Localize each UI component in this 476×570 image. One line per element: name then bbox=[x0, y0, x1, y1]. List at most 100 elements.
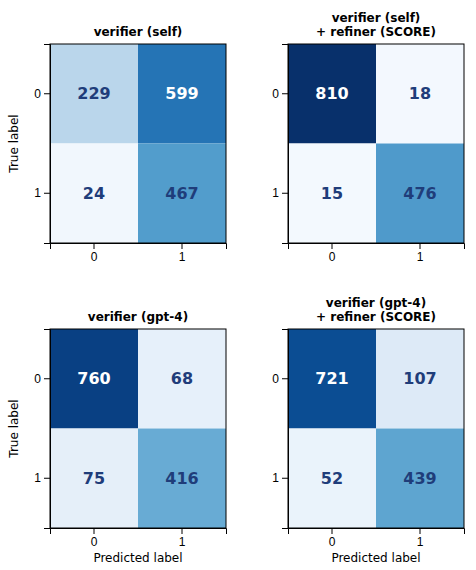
data-label: 467 bbox=[165, 184, 198, 203]
data-label: 599 bbox=[165, 84, 198, 103]
title: verifier (gpt-4) bbox=[88, 310, 188, 324]
tick: 1 bbox=[272, 471, 288, 485]
tick-mark bbox=[282, 193, 288, 194]
cell bbox=[288, 329, 376, 429]
data-labels: 810 18 15 476 bbox=[315, 84, 436, 203]
data-label: 810 bbox=[315, 84, 348, 103]
tick: 0 bbox=[91, 528, 98, 549]
data-labels: 721 107 52 439 bbox=[315, 369, 436, 488]
figure: 229599244670101verifier (self)True label… bbox=[0, 0, 476, 570]
tick-mark bbox=[94, 528, 95, 534]
cell bbox=[50, 429, 138, 529]
tick-mark bbox=[44, 93, 50, 94]
tick-mark bbox=[282, 478, 288, 479]
tick: 0 bbox=[34, 372, 50, 386]
cell bbox=[376, 329, 464, 429]
data-labels: 22959924467 bbox=[77, 84, 198, 203]
tick-label: 1 bbox=[417, 250, 424, 264]
cell bbox=[138, 329, 226, 429]
tick-label: 0 bbox=[329, 535, 336, 549]
title: verifier (self) bbox=[94, 25, 183, 39]
tick-label: 0 bbox=[329, 250, 336, 264]
cells bbox=[288, 329, 464, 528]
plot-frame bbox=[288, 44, 464, 243]
data-label: 229 bbox=[77, 84, 110, 103]
cell bbox=[50, 329, 138, 429]
tick: 0 bbox=[329, 528, 336, 549]
tick-mark bbox=[420, 528, 421, 534]
data-label: 75 bbox=[83, 469, 105, 488]
cell bbox=[376, 144, 464, 244]
tick-label: 0 bbox=[34, 87, 41, 101]
tick-label: 0 bbox=[272, 372, 279, 386]
cell bbox=[288, 44, 376, 144]
x-axis: 01 bbox=[51, 528, 227, 549]
data-label: 18 bbox=[409, 84, 431, 103]
tick-label: 1 bbox=[272, 471, 279, 485]
tick-mark bbox=[332, 528, 333, 534]
tick: 1 bbox=[272, 186, 288, 200]
tick-label: 0 bbox=[91, 535, 98, 549]
data-label: 107 bbox=[403, 369, 436, 388]
title: verifier (gpt-4)+ refiner (SCORE) bbox=[316, 296, 436, 324]
y-axis: 01 bbox=[34, 330, 50, 529]
data-label: 68 bbox=[171, 369, 193, 388]
tick-label: 1 bbox=[272, 186, 279, 200]
tick: 0 bbox=[272, 372, 288, 386]
data-label: 15 bbox=[321, 184, 343, 203]
tick: 0 bbox=[272, 87, 288, 101]
tick-mark bbox=[44, 193, 50, 194]
x-axis: 01 bbox=[51, 243, 227, 264]
y-axis: 01 bbox=[272, 330, 288, 529]
tick-label: 0 bbox=[272, 87, 279, 101]
y-axis: 01 bbox=[272, 45, 288, 244]
plot-frame bbox=[288, 329, 464, 528]
data-label: 721 bbox=[315, 369, 348, 388]
x-axis-title: Predicted label bbox=[93, 551, 182, 565]
axis-line bbox=[51, 529, 227, 535]
data-label: 760 bbox=[77, 369, 110, 388]
tick: 1 bbox=[34, 186, 50, 200]
y-axis: 01 bbox=[34, 45, 50, 244]
y-axis-title: True label bbox=[7, 399, 21, 458]
tick-label: 1 bbox=[179, 535, 186, 549]
tick-mark bbox=[94, 243, 95, 249]
tick: 0 bbox=[34, 87, 50, 101]
tick-label: 1 bbox=[34, 471, 41, 485]
panel: 81018154760101verifier (self)+ refiner (… bbox=[272, 11, 464, 264]
cells bbox=[288, 44, 464, 243]
data-label: 439 bbox=[403, 469, 436, 488]
tick-mark bbox=[44, 378, 50, 379]
panel: 721107524390101verifier (gpt-4)+ refiner… bbox=[272, 296, 464, 565]
tick-label: 0 bbox=[91, 250, 98, 264]
cell bbox=[288, 144, 376, 244]
panel: 229599244670101verifier (self)True label bbox=[7, 25, 227, 264]
cell bbox=[50, 44, 138, 144]
tick: 1 bbox=[417, 528, 424, 549]
plot-frame bbox=[50, 329, 226, 528]
tick-label: 1 bbox=[34, 186, 41, 200]
tick-mark bbox=[282, 378, 288, 379]
data-label: 52 bbox=[321, 469, 343, 488]
tick-mark bbox=[182, 528, 183, 534]
data-label: 476 bbox=[403, 184, 436, 203]
tick: 0 bbox=[329, 243, 336, 264]
cell bbox=[138, 429, 226, 529]
plot-frame bbox=[50, 44, 226, 243]
y-axis-title: True label bbox=[7, 114, 21, 173]
tick: 1 bbox=[417, 243, 424, 264]
tick: 0 bbox=[91, 243, 98, 264]
cell bbox=[50, 144, 138, 244]
tick-label: 1 bbox=[179, 250, 186, 264]
cells bbox=[50, 329, 226, 528]
cells bbox=[50, 44, 226, 243]
x-axis: 01 bbox=[289, 243, 465, 264]
cell bbox=[138, 44, 226, 144]
axis-line bbox=[289, 244, 465, 250]
x-axis-title: Predicted label bbox=[331, 551, 420, 565]
tick-label: 0 bbox=[34, 372, 41, 386]
tick-mark bbox=[44, 478, 50, 479]
tick-label: 1 bbox=[417, 535, 424, 549]
x-axis: 01 bbox=[289, 528, 465, 549]
cell bbox=[376, 44, 464, 144]
